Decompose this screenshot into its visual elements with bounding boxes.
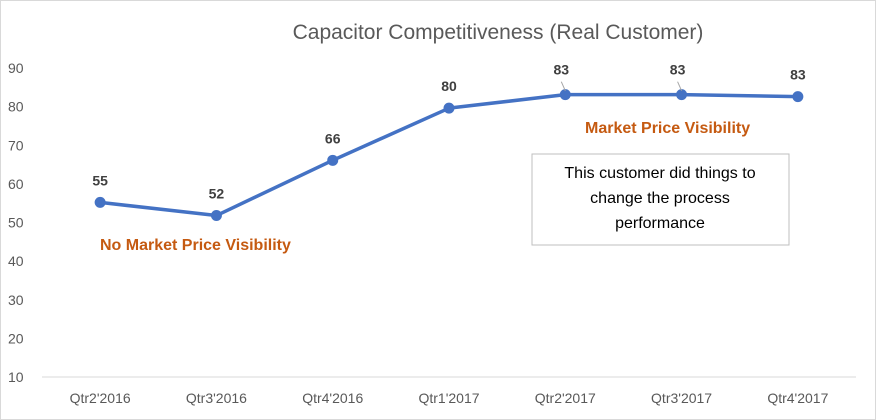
note-line-2: change the process — [590, 190, 730, 207]
y-tick-label: 50 — [8, 215, 24, 231]
data-point — [559, 89, 571, 101]
x-tick-label: Qtr2'2016 — [70, 390, 131, 406]
data-point — [443, 102, 455, 114]
y-tick-label: 90 — [8, 60, 24, 76]
y-tick-label: 40 — [8, 253, 24, 269]
data-label: 83 — [553, 62, 569, 78]
note-textbox: This customer did things to change the p… — [531, 153, 790, 246]
leader-line — [677, 81, 683, 91]
x-tick-label: Qtr3'2017 — [651, 390, 712, 406]
y-tick-label: 30 — [8, 292, 24, 308]
y-tick-label: 70 — [8, 137, 24, 153]
data-label: 83 — [790, 67, 806, 83]
data-label: 66 — [325, 130, 341, 146]
data-point — [210, 210, 222, 222]
y-tick-label: 20 — [8, 330, 24, 346]
data-label: 52 — [209, 186, 225, 202]
y-tick-label: 10 — [8, 369, 24, 385]
data-point — [327, 154, 339, 166]
y-tick-label: 80 — [8, 99, 24, 115]
x-tick-label: Qtr1'2017 — [418, 390, 479, 406]
data-point — [792, 91, 804, 103]
x-tick-label: Qtr3'2016 — [186, 390, 247, 406]
note-box — [531, 153, 790, 246]
annotation-market-price-visibility: Market Price Visibility — [585, 120, 750, 137]
note-line-1: This customer did things to — [564, 165, 755, 182]
leader-line — [560, 81, 566, 91]
data-label: 55 — [92, 172, 108, 188]
x-tick-label: Qtr4'2017 — [767, 390, 828, 406]
x-tick-label: Qtr2'2017 — [535, 390, 596, 406]
x-tick-label: Qtr4'2016 — [302, 390, 363, 406]
data-label: 83 — [670, 62, 686, 78]
y-tick-label: 60 — [8, 176, 24, 192]
annotation-no-market-price-visibility: No Market Price Visibility — [100, 237, 291, 254]
note-line-3: performance — [615, 215, 705, 232]
chart-title: Capacitor Competitiveness (Real Customer… — [293, 21, 704, 44]
data-point — [94, 196, 106, 208]
data-label: 80 — [441, 78, 457, 94]
data-point — [676, 89, 688, 101]
